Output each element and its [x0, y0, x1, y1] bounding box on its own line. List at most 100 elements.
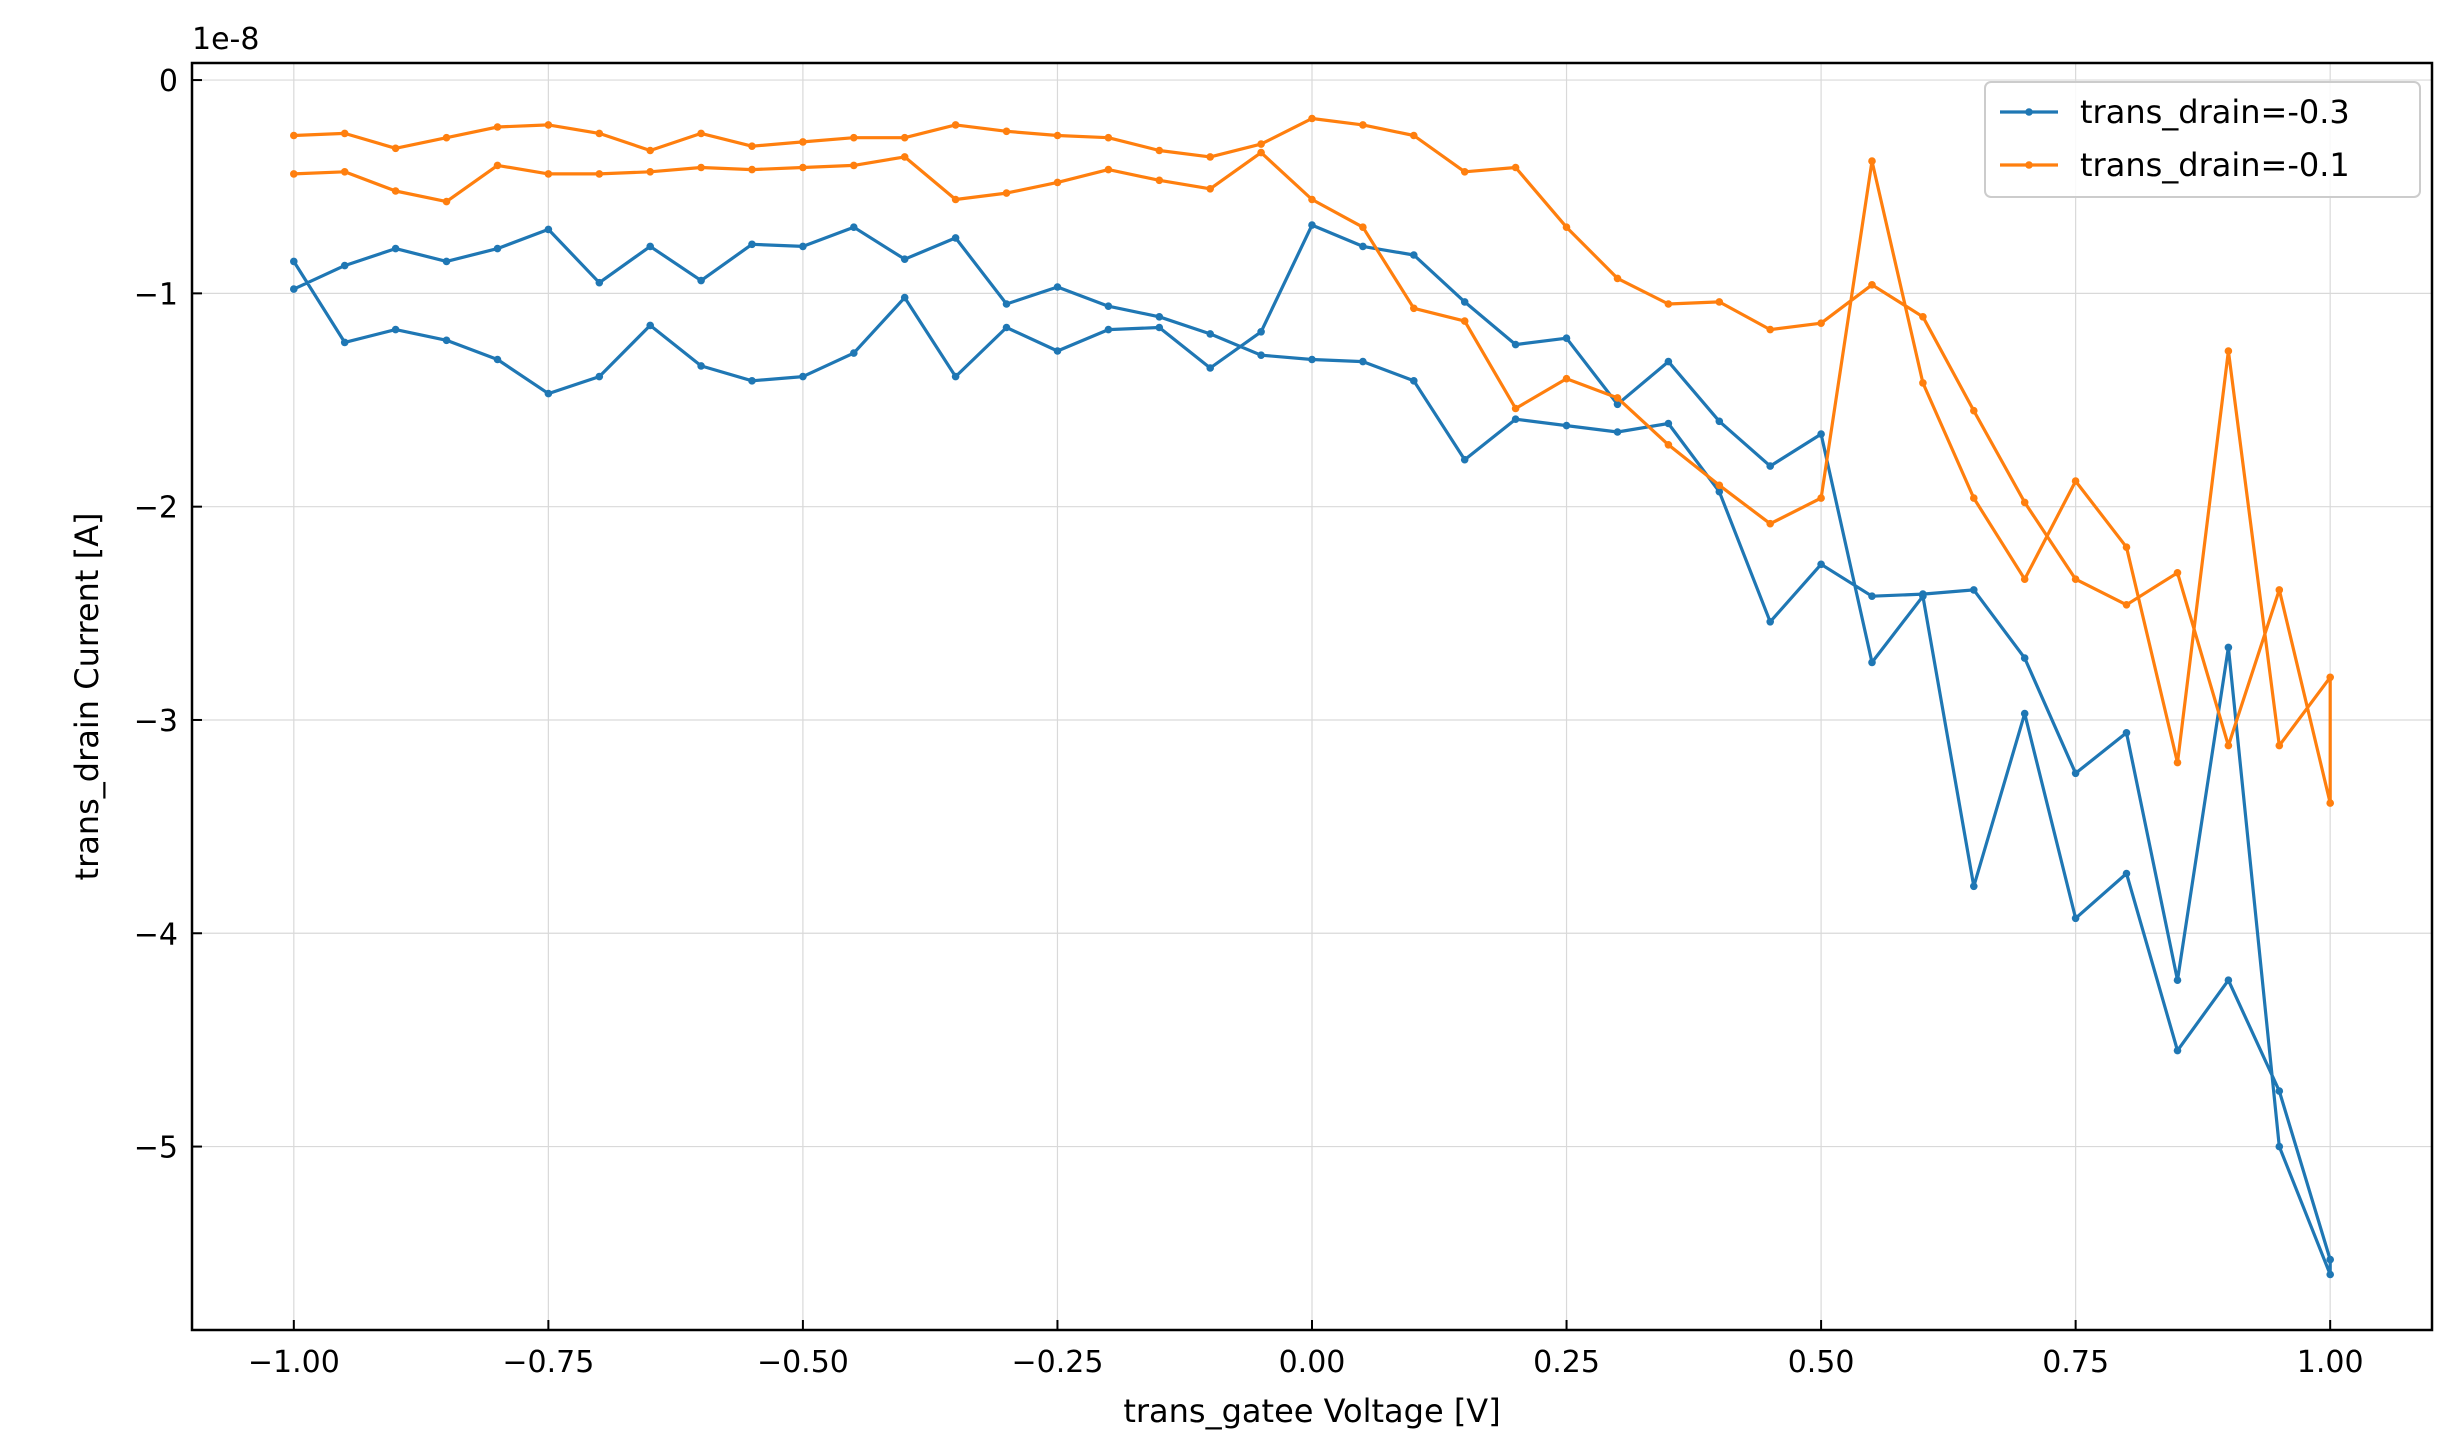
data-point: [2020, 498, 2029, 507]
x-axis-label: trans_gatee Voltage [V]: [1123, 1392, 1500, 1430]
data-point: [1460, 168, 1469, 176]
x-tick-label: 0.25: [1533, 1345, 1600, 1380]
data-point: [850, 223, 858, 231]
data-point: [850, 161, 858, 170]
data-point: [1359, 121, 1367, 129]
data-point: [1053, 178, 1062, 187]
data-point: [2020, 709, 2029, 718]
y-axis-label: trans_drain Current [A]: [68, 513, 106, 881]
data-point: [1206, 185, 1214, 193]
data-point: [1410, 251, 1418, 259]
data-point: [1410, 304, 1418, 313]
data-point: [1766, 618, 1774, 626]
data-point: [1308, 114, 1316, 123]
data-point: [1002, 127, 1011, 136]
data-point: [646, 146, 654, 155]
data-point: [544, 225, 553, 234]
data-point: [1562, 334, 1571, 343]
data-point: [391, 244, 400, 253]
data-point: [1664, 441, 1673, 449]
data-point: [340, 129, 349, 138]
data-point: [2071, 477, 2080, 485]
data-point: [1664, 419, 1673, 428]
data-point: [340, 168, 349, 176]
axis-ticks: −1.00 −0.75 −0.50 −0.25 0.00 0.25 0.50 0.75 1.00…: [134, 64, 2364, 1380]
data-point: [1919, 592, 1927, 600]
data-point: [595, 129, 604, 138]
series-2: [290, 114, 2334, 807]
data-point: [391, 325, 400, 334]
data-point: [1868, 658, 1876, 667]
legend-box: [1984, 81, 2421, 198]
data-point: [2224, 976, 2233, 984]
data-point: [1104, 302, 1113, 311]
data-point: [2122, 869, 2131, 878]
data-point: [290, 131, 298, 140]
data-point: [1817, 560, 1825, 569]
data-point: [850, 133, 858, 142]
data-point: [799, 138, 807, 146]
data-point: [799, 242, 807, 251]
legend-swatch-marker: [2025, 161, 2033, 169]
data-point: [442, 133, 451, 142]
data-point: [1002, 300, 1011, 308]
plot-series: [290, 114, 2334, 1279]
data-point: [1155, 176, 1164, 185]
data-point: [1511, 163, 1520, 172]
series-line: [293, 116, 2332, 805]
data-point: [748, 377, 756, 385]
data-point: [1562, 223, 1571, 231]
x-tick-label: 0.50: [1788, 1345, 1855, 1380]
data-point: [2020, 654, 2029, 662]
data-point: [2122, 601, 2131, 609]
data-point: [1053, 347, 1062, 355]
data-point: [646, 242, 654, 251]
legend-entry-label: trans_drain=-0.1: [2080, 146, 2350, 184]
data-point: [2173, 1046, 2182, 1055]
data-point: [900, 293, 909, 302]
data-point: [646, 168, 654, 176]
data-point: [2122, 543, 2131, 551]
data-point: [1562, 421, 1571, 430]
data-point: [2275, 1142, 2284, 1151]
data-point: [1308, 195, 1316, 204]
data-point: [442, 336, 451, 345]
data-point: [340, 261, 349, 270]
data-point: [340, 338, 349, 347]
data-point: [1410, 131, 1418, 140]
data-point: [442, 257, 451, 266]
data-point: [493, 244, 502, 253]
data-point: [290, 285, 298, 293]
data-point: [1817, 319, 1825, 328]
data-point: [493, 123, 502, 131]
data-point: [1002, 323, 1011, 332]
data-point: [1359, 242, 1367, 251]
data-point: [1970, 406, 1978, 415]
data-point: [1206, 153, 1214, 161]
data-point: [1817, 430, 1825, 438]
data-point: [1664, 357, 1673, 366]
data-point: [1308, 221, 1316, 229]
data-point: [2224, 643, 2233, 652]
data-point: [1410, 377, 1418, 385]
data-point: [1511, 340, 1520, 349]
data-point: [1511, 404, 1520, 413]
data-point: [2275, 741, 2284, 750]
data-point: [697, 129, 705, 138]
data-point: [1613, 428, 1622, 436]
data-point: [799, 372, 807, 381]
data-point: [544, 121, 553, 129]
data-point: [2173, 976, 2182, 984]
data-point: [2326, 1270, 2334, 1279]
data-point: [1053, 131, 1062, 140]
data-point: [1206, 330, 1214, 338]
data-point: [1766, 462, 1774, 470]
data-point: [1155, 323, 1164, 332]
data-point: [1155, 313, 1164, 321]
data-point: [646, 321, 654, 330]
data-point: [951, 195, 960, 204]
x-tick-label: −0.75: [502, 1345, 594, 1380]
data-point: [850, 349, 858, 357]
legend-entry-label: trans_drain=-0.3: [2080, 93, 2350, 131]
